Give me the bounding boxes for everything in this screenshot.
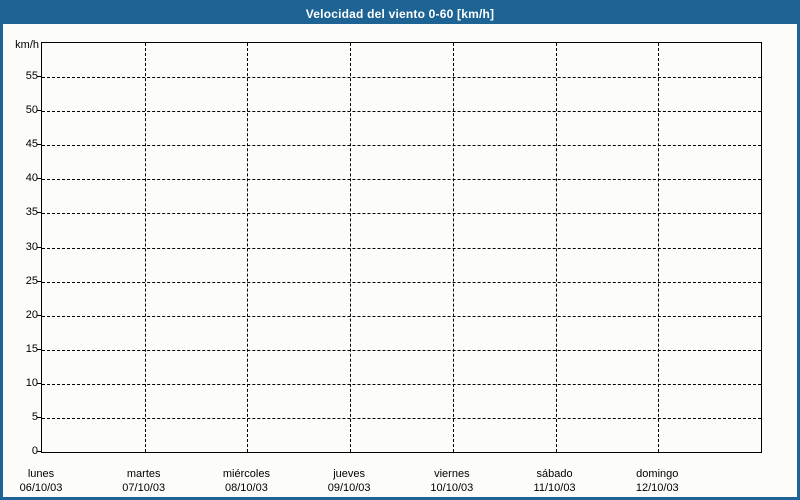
gridline-h [42, 281, 761, 283]
x-day-label: jueves [333, 468, 366, 480]
y-tick-label: 0 [31, 445, 38, 457]
y-tick-mark [37, 416, 41, 418]
y-tick-mark [37, 451, 41, 452]
gridline-h [42, 77, 761, 79]
y-tick-label: 30 [25, 240, 38, 253]
gridline-h [42, 111, 761, 113]
gridline-v [350, 43, 352, 452]
y-tick-label: 40 [25, 172, 38, 185]
x-day-label: miércoles [222, 468, 270, 480]
y-tick-label: 35 [25, 206, 38, 219]
gridline-v [555, 43, 557, 452]
plot-area [41, 42, 762, 453]
chart-title-bar: Velocidad del viento 0-60 [km/h] [3, 3, 797, 24]
x-day-label: domingo [636, 468, 679, 480]
x-date-label: 10/10/03 [430, 482, 474, 494]
gridline-v [452, 43, 454, 452]
gridline-h [42, 349, 761, 351]
x-category-label: jueves 09/10/03 [289, 467, 409, 495]
y-tick-mark [37, 110, 41, 112]
y-tick-mark [37, 314, 41, 316]
y-tick-label: 50 [25, 104, 38, 117]
gridline-h [42, 383, 761, 385]
gridline-h [42, 213, 761, 215]
x-day-label: viernes [434, 468, 470, 480]
y-axis-unit-label: km/h [15, 39, 39, 51]
x-category-label: domingo 12/10/03 [597, 467, 717, 495]
y-tick-mark [37, 382, 41, 384]
chart-area: km/h 0 5 10 15 20 25 30 35 40 45 50 55 lunes 06/10/0… [3, 24, 797, 497]
x-day-label: sábado [536, 468, 573, 480]
x-date-label: 09/10/03 [327, 482, 371, 494]
y-tick-mark [37, 76, 41, 78]
x-day-label: lunes [27, 468, 55, 480]
y-tick-label: 45 [25, 138, 38, 151]
gridline-v [658, 43, 660, 452]
x-date-label: 11/10/03 [533, 482, 576, 494]
gridline-v [144, 43, 146, 452]
x-date-label: 12/10/03 [635, 482, 679, 494]
y-tick-label: 15 [25, 342, 38, 355]
gridline-h [42, 179, 761, 181]
x-category-label: sábado 11/10/03 [495, 467, 615, 495]
gridline-h [42, 315, 761, 317]
y-tick-mark [37, 144, 41, 146]
y-tick-label: 20 [25, 308, 38, 321]
gridline-h [42, 247, 761, 249]
y-tick-label: 55 [25, 70, 38, 83]
y-tick-mark [37, 178, 41, 180]
gridline-v [247, 43, 249, 452]
x-date-label: 06/10/03 [19, 482, 63, 494]
x-category-label: lunes 06/10/03 [3, 467, 101, 495]
x-date-label: 07/10/03 [122, 482, 166, 494]
x-category-label: martes 07/10/03 [84, 467, 204, 495]
y-tick-mark [37, 212, 41, 214]
gridline-h [42, 145, 761, 147]
chart-title: Velocidad del viento 0-60 [km/h] [305, 6, 495, 21]
x-day-label: martes [126, 468, 161, 480]
y-tick-mark [37, 348, 41, 350]
x-category-label: miércoles 08/10/03 [186, 467, 306, 495]
y-tick-mark [37, 246, 41, 248]
x-date-label: 08/10/03 [225, 482, 268, 494]
y-tick-label: 5 [31, 410, 38, 423]
x-category-label: viernes 10/10/03 [392, 467, 512, 495]
y-tick-label: 25 [25, 274, 38, 287]
y-tick-mark [37, 280, 41, 282]
gridline-h [42, 417, 761, 419]
y-tick-label: 10 [25, 376, 38, 389]
